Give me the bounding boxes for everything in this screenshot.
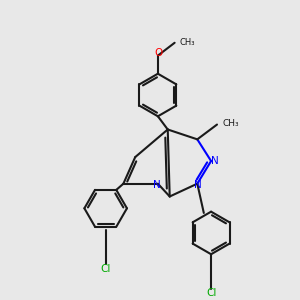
- Text: Cl: Cl: [100, 264, 111, 274]
- Text: CH₃: CH₃: [222, 118, 239, 127]
- Text: Cl: Cl: [206, 288, 216, 298]
- Text: CH₃: CH₃: [179, 38, 195, 47]
- Text: N: N: [194, 180, 202, 190]
- Text: N: N: [153, 180, 161, 190]
- Text: O: O: [154, 48, 163, 58]
- Text: N: N: [211, 156, 218, 166]
